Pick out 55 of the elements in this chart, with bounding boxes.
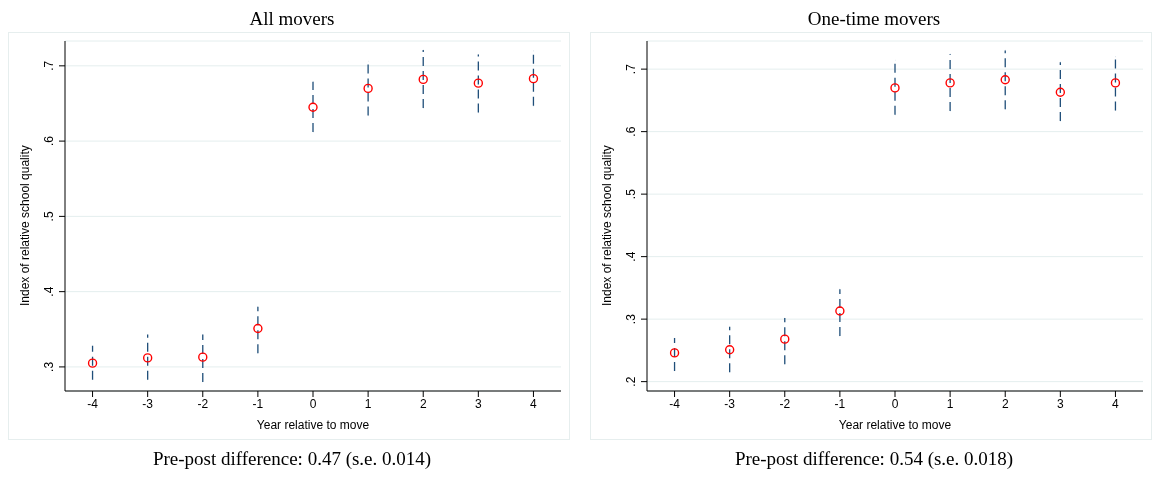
y-tick-label: .3 bbox=[624, 313, 638, 325]
x-tick-label: 4 bbox=[1112, 396, 1120, 411]
y-tick-label: .4 bbox=[624, 251, 638, 262]
point bbox=[780, 334, 790, 344]
x-tick-label: 0 bbox=[891, 396, 899, 411]
y-tick-label: .2 bbox=[624, 376, 638, 387]
point bbox=[1055, 87, 1066, 97]
point bbox=[418, 74, 428, 85]
point bbox=[87, 358, 98, 368]
point bbox=[890, 83, 900, 93]
x-tick-label: -1 bbox=[252, 396, 264, 411]
point bbox=[1110, 78, 1121, 88]
point bbox=[198, 352, 208, 362]
x-tick-label: -1 bbox=[834, 396, 846, 411]
x-axis-title: Year relative to move bbox=[838, 418, 952, 432]
point bbox=[1000, 75, 1010, 85]
point bbox=[835, 306, 845, 316]
y-tick-label: .4 bbox=[42, 286, 56, 297]
x-tick-label: 2 bbox=[419, 396, 427, 411]
x-tick-label: 1 bbox=[946, 396, 954, 411]
x-tick-label: -3 bbox=[724, 396, 736, 411]
x-axis-title: Year relative to move bbox=[256, 418, 370, 432]
y-tick-label: .5 bbox=[624, 188, 638, 200]
point bbox=[473, 78, 484, 88]
point bbox=[363, 83, 373, 94]
x-tick-label: 2 bbox=[1001, 396, 1009, 411]
text: Pre-post difference: 0.54 (s.e. 0.018) bbox=[733, 448, 1015, 470]
x-tick-label: 4 bbox=[530, 396, 538, 411]
point bbox=[669, 348, 680, 358]
point bbox=[308, 102, 318, 112]
y-tick-label: .6 bbox=[42, 135, 56, 147]
x-tick-label: -2 bbox=[197, 396, 209, 411]
text: Pre-post difference: 0.47 (s.e. 0.014) bbox=[151, 448, 433, 470]
point bbox=[253, 323, 263, 334]
y-axis-title: Index of relative school quality bbox=[18, 145, 33, 306]
x-tick-label: -4 bbox=[87, 396, 99, 411]
chart-title: All movers bbox=[248, 8, 336, 31]
point bbox=[528, 73, 539, 84]
x-tick-label: 1 bbox=[364, 396, 372, 411]
y-tick-label: .7 bbox=[624, 63, 638, 75]
chart-title: One-time movers bbox=[806, 8, 942, 31]
y-tick-label: .3 bbox=[42, 361, 56, 372]
point bbox=[724, 345, 735, 355]
point bbox=[945, 78, 955, 88]
y-tick-label: .7 bbox=[42, 60, 56, 71]
y-tick-label: .5 bbox=[42, 211, 56, 222]
x-tick-label: 3 bbox=[474, 396, 482, 411]
x-tick-label: -4 bbox=[669, 396, 681, 411]
y-axis-title: Index of relative school quality bbox=[600, 145, 615, 306]
x-tick-label: 0 bbox=[309, 396, 317, 411]
x-tick-label: -3 bbox=[142, 396, 154, 411]
x-tick-label: -2 bbox=[779, 396, 791, 411]
point bbox=[142, 353, 153, 363]
y-tick-label: .6 bbox=[624, 126, 638, 137]
x-tick-label: 3 bbox=[1056, 396, 1064, 411]
